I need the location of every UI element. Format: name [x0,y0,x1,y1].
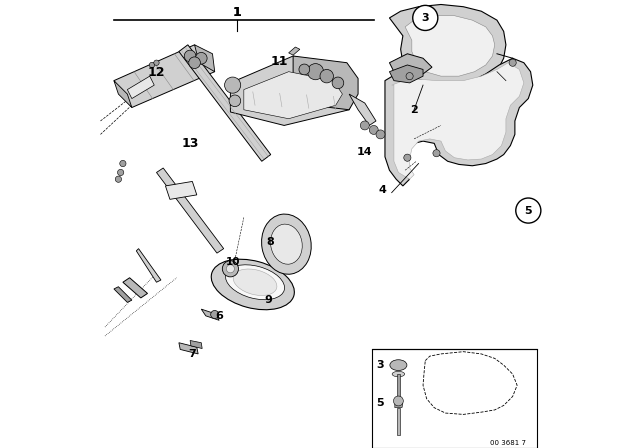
Ellipse shape [392,371,404,377]
Circle shape [376,130,385,139]
Polygon shape [389,65,423,83]
Ellipse shape [271,224,302,264]
Text: 4: 4 [379,185,387,195]
Ellipse shape [211,259,294,310]
Circle shape [509,59,516,66]
Circle shape [189,57,200,69]
Text: 9: 9 [264,295,273,305]
Polygon shape [349,94,376,125]
Polygon shape [195,45,215,72]
Ellipse shape [225,265,285,300]
Ellipse shape [262,214,311,274]
Polygon shape [392,63,524,179]
Polygon shape [136,249,161,282]
Text: 14: 14 [357,147,372,157]
Circle shape [394,396,403,406]
Circle shape [229,95,241,107]
Polygon shape [389,54,432,76]
Circle shape [154,60,159,65]
Circle shape [320,69,333,83]
Circle shape [211,310,219,319]
Circle shape [332,77,344,89]
Circle shape [369,125,378,134]
Text: 6: 6 [215,311,223,321]
Polygon shape [395,403,403,408]
Polygon shape [190,340,202,349]
Circle shape [433,150,440,157]
Text: 2: 2 [410,105,418,115]
Text: 10: 10 [225,257,240,267]
Polygon shape [385,58,533,186]
Text: 8: 8 [267,237,275,247]
Polygon shape [179,343,198,354]
Polygon shape [230,56,356,125]
Polygon shape [114,45,215,108]
Polygon shape [202,309,220,320]
Polygon shape [114,81,132,108]
Bar [371,349,538,448]
Circle shape [118,169,124,176]
Text: 3: 3 [422,13,429,23]
Polygon shape [397,374,400,405]
Polygon shape [289,47,300,55]
Circle shape [404,154,411,161]
Circle shape [195,52,207,64]
Text: 11: 11 [271,55,289,69]
Text: 5: 5 [525,206,532,215]
Circle shape [222,261,239,277]
Polygon shape [389,4,506,92]
Text: 3: 3 [377,360,384,370]
Text: 12: 12 [148,66,165,79]
Circle shape [184,50,196,62]
Text: 5: 5 [377,398,384,408]
Circle shape [225,77,241,93]
Polygon shape [179,45,271,161]
Polygon shape [127,76,154,99]
Circle shape [227,265,234,273]
Polygon shape [405,16,495,76]
Polygon shape [157,168,224,253]
Circle shape [406,73,413,80]
Circle shape [299,64,310,75]
Polygon shape [123,278,148,298]
Circle shape [149,62,155,68]
Circle shape [120,160,126,167]
Circle shape [307,64,324,80]
Polygon shape [397,408,400,435]
Polygon shape [114,287,132,302]
Circle shape [360,121,369,130]
Text: 13: 13 [181,137,199,150]
Text: 1: 1 [233,6,241,19]
Polygon shape [244,72,342,119]
Text: 1: 1 [233,6,241,19]
Ellipse shape [233,269,277,296]
Polygon shape [165,181,197,199]
Polygon shape [293,56,358,110]
Text: 7: 7 [188,349,196,359]
Circle shape [115,176,122,182]
Ellipse shape [390,360,407,370]
Circle shape [413,5,438,30]
Text: 00 3681 7: 00 3681 7 [490,440,526,446]
Circle shape [516,198,541,223]
